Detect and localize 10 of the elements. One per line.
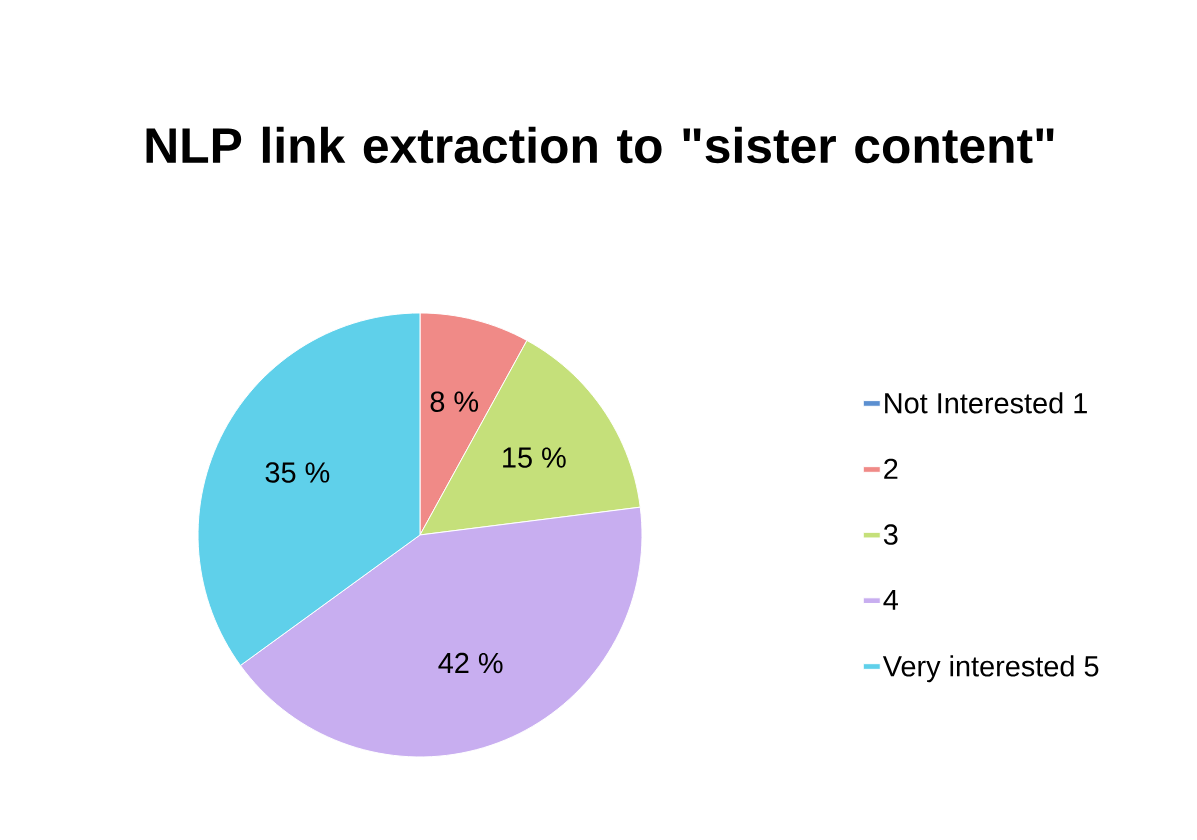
legend-label: 3 [883,524,898,545]
data-label: 8 % [430,391,479,412]
chart-title: NLP link extraction to "sister content" [146,126,1054,164]
data-label: 42 % [438,652,503,674]
legend-label: 2 [884,458,898,479]
data-label: 35 % [265,462,330,483]
legend-label: Not Interested 1 [885,392,1087,414]
legend-label: 4 [883,589,898,610]
legend-label: Very interested 5 [882,655,1099,683]
data-label: 15 % [503,447,566,468]
